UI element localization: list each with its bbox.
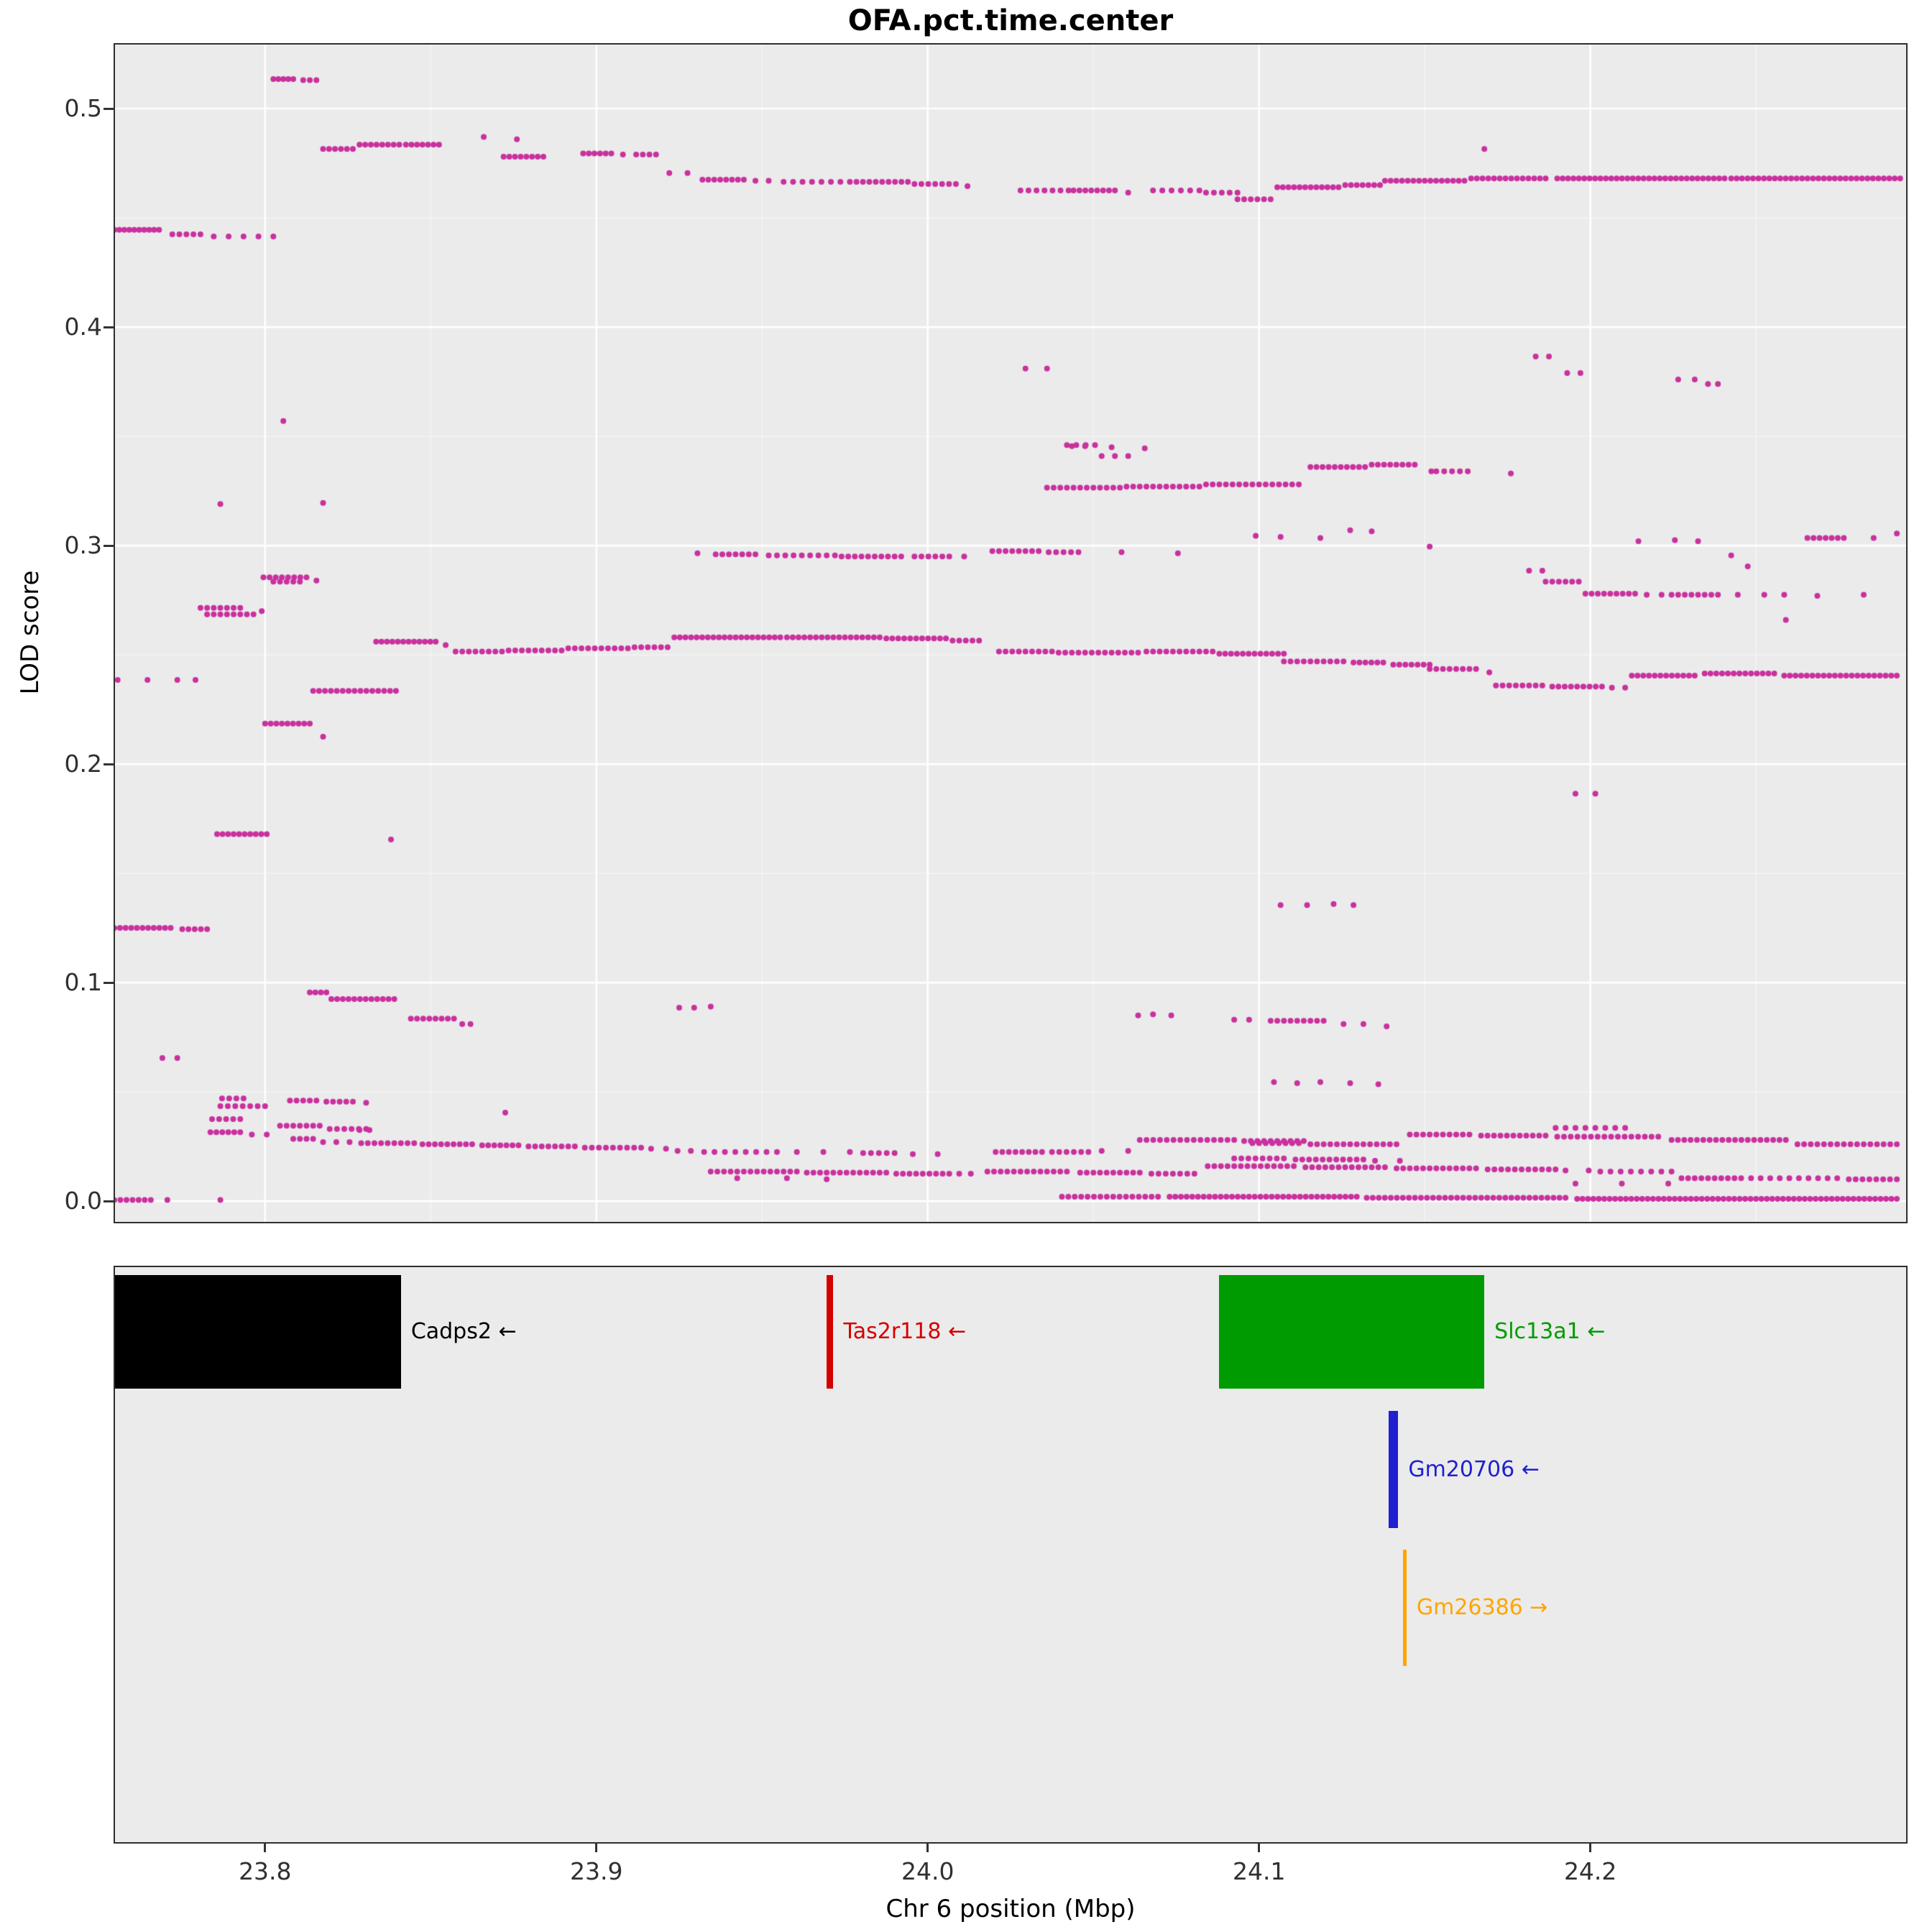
gene-shape-cadps2 [115, 1275, 401, 1389]
y-tick-label: 0.0 [64, 1187, 102, 1215]
y-tick-label: 0.4 [64, 313, 102, 341]
gene-shape-gm20706 [1388, 1411, 1399, 1528]
x-tick-mark [264, 1842, 267, 1852]
gene-shape-slc13a1 [1219, 1275, 1485, 1389]
x-tick-label: 24.2 [1563, 1857, 1617, 1885]
x-axis-label: Chr 6 position (Mbp) [886, 1895, 1136, 1923]
y-tick-label: 0.3 [64, 531, 102, 560]
x-tick-mark [595, 1842, 598, 1852]
x-tick-label: 23.8 [239, 1857, 292, 1885]
x-tick-mark [1258, 1842, 1261, 1852]
y-tick-label: 0.1 [64, 968, 102, 997]
x-tick-mark [926, 1842, 929, 1852]
gene-shape-gm26386 [1403, 1550, 1407, 1666]
x-tick-label: 24.1 [1232, 1857, 1286, 1885]
gene-label-gm20706: Gm20706 ← [1408, 1456, 1540, 1482]
y-tick-label: 0.2 [64, 750, 102, 778]
y-axis-label: LOD score [16, 570, 45, 695]
y-tick-label: 0.5 [64, 94, 102, 123]
gene-label-cadps2: Cadps2 ← [410, 1319, 517, 1344]
gene-track-panel: Cadps2 ← Tas2r118 ← Slc13a1 ← Gm20706 ← Gm26… [114, 1266, 1908, 1844]
gene-label-tas2r118: Tas2r118 ← [843, 1319, 967, 1344]
lod-scatter-panel [114, 43, 1908, 1223]
gene-label-slc13a1: Slc13a1 ← [1494, 1319, 1606, 1344]
y-tick-mark [104, 544, 114, 547]
x-tick-mark [1589, 1842, 1592, 1852]
chart-title: OFA.pct.time.center [847, 4, 1174, 37]
y-tick-mark [104, 981, 114, 984]
gene-label-gm26386: Gm26386 → [1416, 1595, 1548, 1620]
y-tick-mark [104, 1200, 114, 1202]
x-tick-label: 24.0 [901, 1857, 954, 1885]
y-tick-mark [104, 763, 114, 765]
scatter-canvas [115, 45, 1906, 1222]
x-tick-label: 23.9 [570, 1857, 623, 1885]
gene-shape-tas2r118 [827, 1275, 834, 1389]
y-tick-mark [104, 326, 114, 328]
y-tick-mark [104, 107, 114, 110]
